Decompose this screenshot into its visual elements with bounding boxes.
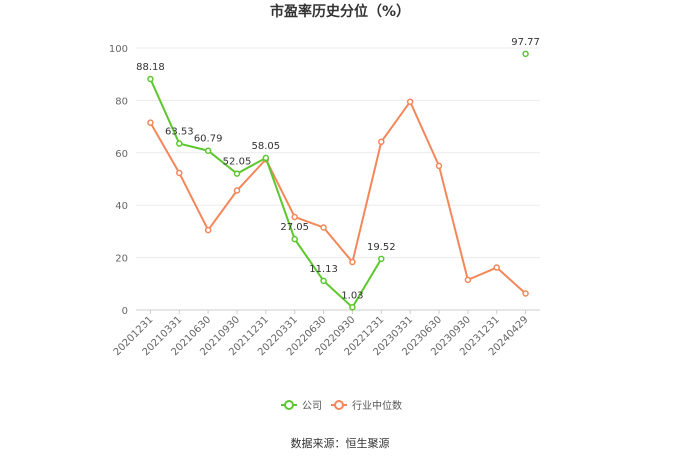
- legend: 公司 行业中位数: [281, 399, 402, 412]
- y-tick-label: 40: [115, 201, 128, 212]
- data-label: 63.53: [165, 127, 194, 138]
- chart-title: 市盈率历史分位（%）: [270, 3, 410, 20]
- data-point: [262, 154, 270, 162]
- series-company: [147, 50, 529, 311]
- data-point: [435, 162, 443, 170]
- data-label: 97.77: [511, 37, 540, 48]
- legend-label: 公司: [302, 401, 322, 412]
- data-point: [147, 75, 154, 83]
- data-point: [464, 276, 472, 284]
- data-label: 88.18: [136, 62, 165, 73]
- y-tick-label: 60: [115, 149, 128, 160]
- data-label: 27.05: [280, 222, 309, 233]
- data-point: [522, 290, 529, 297]
- legend-item-company: 公司: [281, 400, 322, 412]
- y-tick-label: 100: [109, 44, 128, 55]
- data-label: 1.03: [341, 290, 363, 301]
- y-tick-label: 0: [122, 306, 128, 317]
- data-point: [493, 264, 500, 271]
- data-point: [291, 213, 298, 221]
- y-tick-label: 80: [115, 96, 128, 107]
- data-point: [204, 226, 212, 234]
- data-point: [204, 147, 212, 154]
- y-tick-label: 20: [115, 254, 128, 265]
- series-line: [149, 99, 527, 295]
- legend-item-industry-median: 行业中位数: [331, 399, 402, 412]
- data-point: [349, 258, 356, 266]
- data-point: [176, 140, 183, 147]
- legend-swatch-marker: [284, 400, 294, 410]
- data-point: [291, 235, 298, 243]
- series-line: [149, 78, 383, 309]
- legend-swatch-marker: [334, 400, 344, 410]
- data-point: [378, 138, 385, 146]
- series-layer: [147, 50, 529, 311]
- data-label: 52.05: [223, 157, 252, 168]
- data-point: [406, 98, 414, 105]
- legend-label: 行业中位数: [352, 399, 402, 412]
- series-industry-median: [147, 98, 529, 297]
- source-note: 数据来源：恒生聚源: [291, 436, 390, 450]
- data-label: 11.13: [309, 264, 338, 275]
- data-point: [320, 277, 327, 285]
- data-point: [320, 224, 327, 231]
- data-point: [233, 187, 241, 194]
- data-point: [522, 50, 529, 58]
- grid: [136, 47, 540, 311]
- data-label: 60.79: [194, 134, 223, 145]
- data-label: 19.52: [367, 242, 396, 253]
- data-point: [378, 255, 385, 263]
- data-label: 58.05: [252, 141, 281, 152]
- data-point: [233, 170, 241, 177]
- y-axis: 0 20 40 60 80 100: [109, 44, 128, 317]
- data-point: [349, 304, 356, 311]
- data-point: [176, 169, 183, 177]
- x-axis: 2020123120210331202106302021093020211231…: [112, 310, 531, 358]
- data-point: [147, 119, 154, 126]
